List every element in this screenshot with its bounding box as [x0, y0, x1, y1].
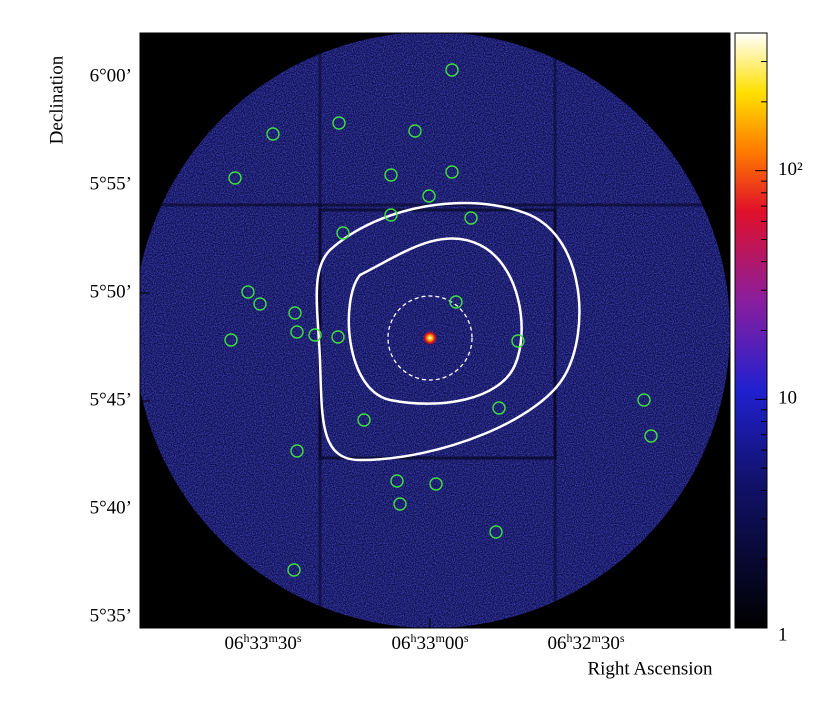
x-tick-unit: h	[566, 631, 572, 645]
source-marker	[489, 525, 503, 539]
x-tick-part: 30	[601, 633, 620, 654]
source-marker	[393, 497, 407, 511]
source-marker	[384, 168, 398, 182]
source-marker	[266, 127, 280, 141]
x-tick-unit: h	[243, 631, 249, 645]
source-marker	[287, 563, 301, 577]
colorbar-tick-label: 1	[778, 624, 788, 645]
x-tick-part: 30	[278, 633, 297, 654]
plot-frame	[139, 32, 731, 629]
source-marker	[390, 474, 404, 488]
source-marker	[408, 124, 422, 138]
y-tick-label: 5°50’	[90, 281, 132, 302]
x-tick-label: 06h32m30s	[547, 631, 624, 655]
x-tick-part: 06	[224, 633, 243, 654]
source-marker	[637, 393, 651, 407]
source-marker	[253, 297, 267, 311]
y-tick-label: 5°40’	[90, 497, 132, 518]
source-marker	[332, 116, 346, 130]
colorbar-tick-label: 10²	[778, 159, 803, 180]
source-marker	[445, 165, 459, 179]
x-axis-label: Right Ascension	[587, 658, 713, 679]
source-marker	[331, 330, 345, 344]
sky-image	[140, 33, 730, 628]
y-tick-label: 5°55’	[90, 173, 132, 194]
source-marker	[290, 444, 304, 458]
source-marker	[464, 211, 478, 225]
x-tick-unit: m	[268, 631, 278, 645]
source-marker	[228, 171, 242, 185]
x-tick-unit: s	[297, 631, 302, 645]
x-tick-part: 06	[547, 633, 566, 654]
source-marker	[288, 306, 302, 320]
source-marker	[308, 328, 322, 342]
x-tick-label: 06h33m30s	[224, 631, 301, 655]
source-marker	[357, 413, 371, 427]
x-tick-unit: m	[591, 631, 601, 645]
x-tick-part: 32	[572, 633, 591, 654]
source-marker	[336, 226, 350, 240]
y-axis-label: Declination	[46, 55, 67, 144]
y-tick-label: 6°00’	[90, 65, 132, 86]
source-marker	[384, 208, 398, 222]
source-marker	[511, 334, 525, 348]
y-tick-label: 5°45’	[90, 389, 132, 410]
source-marker	[241, 285, 255, 299]
colorbar-tick-label: 10	[778, 388, 797, 409]
source-marker	[224, 333, 238, 347]
source-marker	[449, 295, 463, 309]
x-tick-unit: s	[620, 631, 625, 645]
source-marker	[644, 429, 658, 443]
source-marker	[290, 325, 304, 339]
contour	[347, 237, 523, 405]
source-marker	[422, 189, 436, 203]
x-tick-part: 33	[249, 633, 268, 654]
x-tick-unit: h	[410, 631, 416, 645]
x-tick-part: 33	[416, 633, 435, 654]
y-tick-label: 5°35’	[90, 605, 132, 626]
source-marker	[445, 63, 459, 77]
source-marker	[492, 401, 506, 415]
x-tick-part: 06	[391, 633, 410, 654]
contour	[315, 201, 581, 462]
x-tick-part: 00	[445, 633, 464, 654]
region	[387, 295, 473, 381]
source-marker	[429, 477, 443, 491]
x-tick-unit: s	[464, 631, 469, 645]
x-tick-unit: m	[435, 631, 445, 645]
x-tick-label: 06h33m00s	[391, 631, 468, 655]
